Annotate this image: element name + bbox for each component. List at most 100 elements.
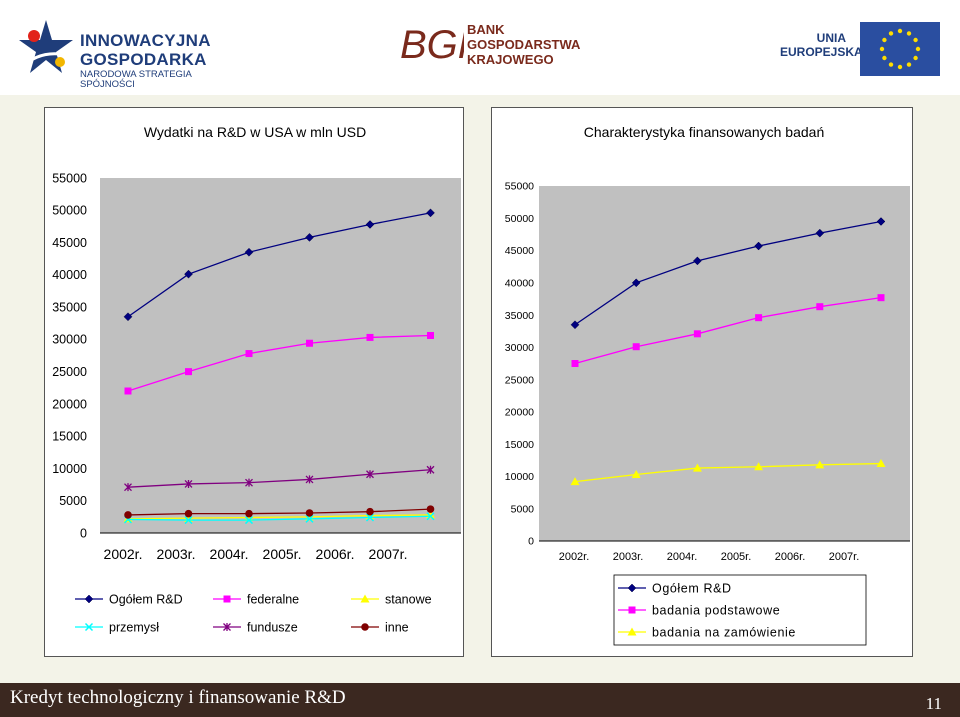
legend: Ogółem R&D federalne stanowe przemysł fundus… [75,593,432,635]
series-line [574,297,882,365]
plot-area [100,178,461,533]
point-marker [223,595,231,603]
legend-label: badania podstawowe [652,604,780,618]
series-5 [124,505,435,519]
y-tick-label: 5000 [511,503,535,515]
point-marker [123,312,133,322]
legend-label: badania na zamówienie [652,626,796,640]
y-tick-label: 30000 [505,342,534,354]
x-tick-label: 2002r. [559,551,590,563]
y-tick-label: 20000 [505,407,534,419]
point-marker [632,343,640,351]
series-0 [570,217,886,330]
point-marker [366,507,374,516]
point-marker [876,459,886,468]
series-line [127,514,431,520]
point-marker [184,516,193,525]
point-marker [426,505,435,513]
chart-panel-usa-rd: Wydatki na R&D w USA w mln USD 55000 50000… [44,107,464,657]
series-2 [570,459,886,486]
x-tick-label: 2005r. [263,546,302,562]
y-tick-label: 30000 [52,333,87,347]
point-marker [426,208,435,218]
series-1 [571,294,885,367]
legend-item: fundusze [213,621,298,635]
legend-item: Ogółem R&D [618,582,731,596]
x-tick-label: 2006r. [316,546,355,562]
x-tick-label: 2002r. [104,546,143,562]
series-1 [124,331,434,395]
point-marker [245,509,253,518]
legend-label: Ogółem R&D [109,593,183,607]
point-marker [693,256,702,266]
legend-item: stanowe [351,593,432,607]
point-marker [366,470,374,479]
point-marker [627,627,637,636]
series-line [127,469,431,488]
point-marker [365,513,375,522]
legend-label: przemysł [109,621,159,635]
logo-left-line3: NARODOWA STRATEGIA SPÓJNOŚCI [80,69,192,90]
point-marker [427,331,434,339]
series-3 [123,512,435,525]
chart-title: Charakterystyka finansowanych badań [584,124,824,140]
innowacyjna-gospodarka-logo: INNOWACYJNA GOSPODARKA NARODOWA STRATEGI… [16,18,236,90]
eu-star-icon [882,55,887,61]
point-marker [627,583,637,593]
y-tick-label: 25000 [52,365,87,379]
point-marker [124,387,132,395]
logo-right-line2: EUROPEJSKA [780,45,863,59]
y-tick-label: 40000 [52,268,87,282]
eu-star-icon [906,31,912,36]
logo-right-line1: UNIA [816,31,846,45]
point-marker [692,463,702,472]
eu-logo: UNIA EUROPEJSKA [780,20,950,76]
point-marker [755,314,763,322]
eu-star-icon [913,37,918,43]
y-tick-label: 55000 [505,181,534,193]
y-tick-label: 25000 [505,374,534,386]
star-emblem-icon [19,20,73,73]
point-marker [628,606,636,614]
point-marker [570,320,580,330]
legend-item: badania na zamówienie [618,626,796,640]
x-tick-label: 2003r. [157,546,196,562]
eu-flag-icon [860,22,940,76]
point-marker [184,509,193,518]
point-marker [185,368,192,376]
y-tick-label: 40000 [505,277,534,289]
x-tick-label: 2003r. [613,551,644,563]
point-marker [877,294,885,302]
point-marker [816,303,824,311]
eu-star-icon [897,64,903,70]
y-tick-label: 50000 [505,213,534,225]
logo-mid-line1: BANK [467,22,505,37]
chart-panel-research-types: Charakterystyka finansowanych badań 55000… [491,107,913,657]
series-4 [124,465,435,492]
point-marker [361,623,369,631]
point-marker [366,333,374,341]
legend-item: federalne [213,593,299,607]
x-tick-label: 2006r. [775,551,806,563]
point-marker [570,477,580,486]
point-marker [244,247,254,257]
y-tick-label: 50000 [52,204,87,218]
chart-title: Wydatki na R&D w USA w mln USD [144,124,366,140]
point-marker [815,228,825,238]
y-tick-label: 45000 [505,245,534,257]
eu-star-icon [906,62,912,67]
legend-item: badania podstawowe [618,604,780,618]
point-marker [124,483,132,492]
series-line [574,220,882,326]
point-marker [305,475,314,484]
plot-area [539,186,910,541]
eu-star-icon [888,31,894,36]
chart-usa-rd-spending: Wydatki na R&D w USA w mln USD5500050000… [52,124,461,635]
y-tick-label: 35000 [52,300,87,314]
series-line [127,212,431,318]
y-tick-label: 0 [528,536,534,548]
logo-mid-line3: KRAJOWEGO [467,52,554,67]
point-marker [305,509,314,517]
point-marker [245,350,253,358]
point-marker [305,514,314,523]
